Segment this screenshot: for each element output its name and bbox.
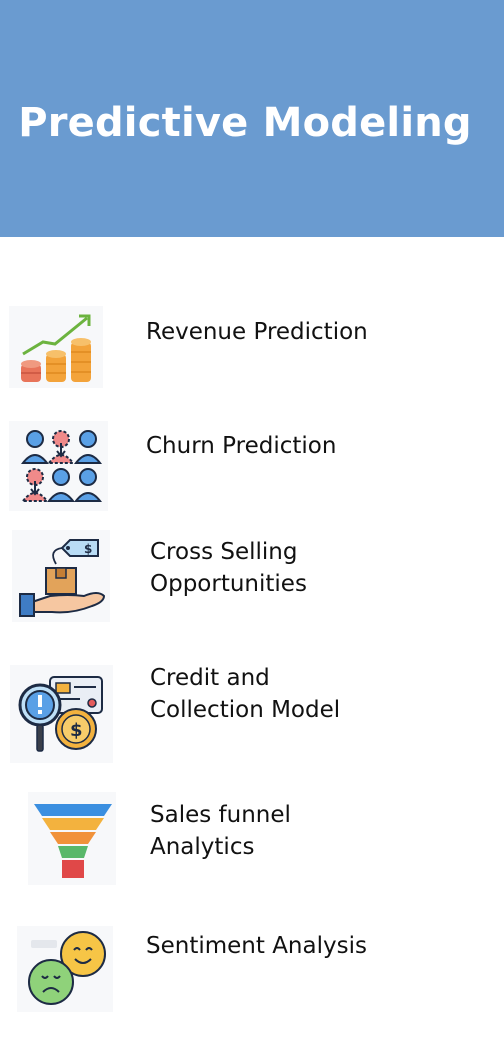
header-banner: Predictive Modeling [0, 0, 504, 237]
item-label-line1: Credit and [150, 665, 270, 691]
sentiment-faces-icon [17, 926, 113, 1012]
item-label: Revenue Prediction [146, 319, 368, 345]
item-label-line2: Collection Model [150, 697, 341, 723]
churn-users-icon [9, 421, 108, 511]
page-title: Predictive Modeling [18, 100, 472, 146]
list-item-churn-prediction: Churn Prediction [0, 421, 504, 511]
list-item-revenue-prediction: Revenue Prediction [0, 306, 504, 388]
list-item-sentiment-analysis: Sentiment Analysis [0, 926, 504, 1012]
item-label-line2: Opportunities [150, 571, 307, 597]
item-label-line2: Analytics [150, 834, 255, 860]
list-item-sales-funnel: Sales funnel Analytics [0, 792, 504, 885]
sales-funnel-icon [28, 792, 116, 885]
revenue-chart-icon [9, 306, 103, 388]
list-item-credit-collection: $ Credit and Collection Model [0, 665, 504, 763]
item-label: Churn Prediction [146, 433, 337, 459]
credit-collection-icon: $ [10, 665, 113, 763]
item-label: Sentiment Analysis [146, 933, 367, 959]
item-label-line1: Cross Selling [150, 539, 298, 565]
list-item-cross-selling: $ Cross Selling Opportunities [0, 530, 504, 622]
svg-text:$: $ [84, 542, 92, 556]
svg-text:$: $ [70, 720, 83, 741]
cross-sell-hand-icon: $ [12, 530, 110, 622]
item-label-line1: Sales funnel [150, 802, 291, 828]
